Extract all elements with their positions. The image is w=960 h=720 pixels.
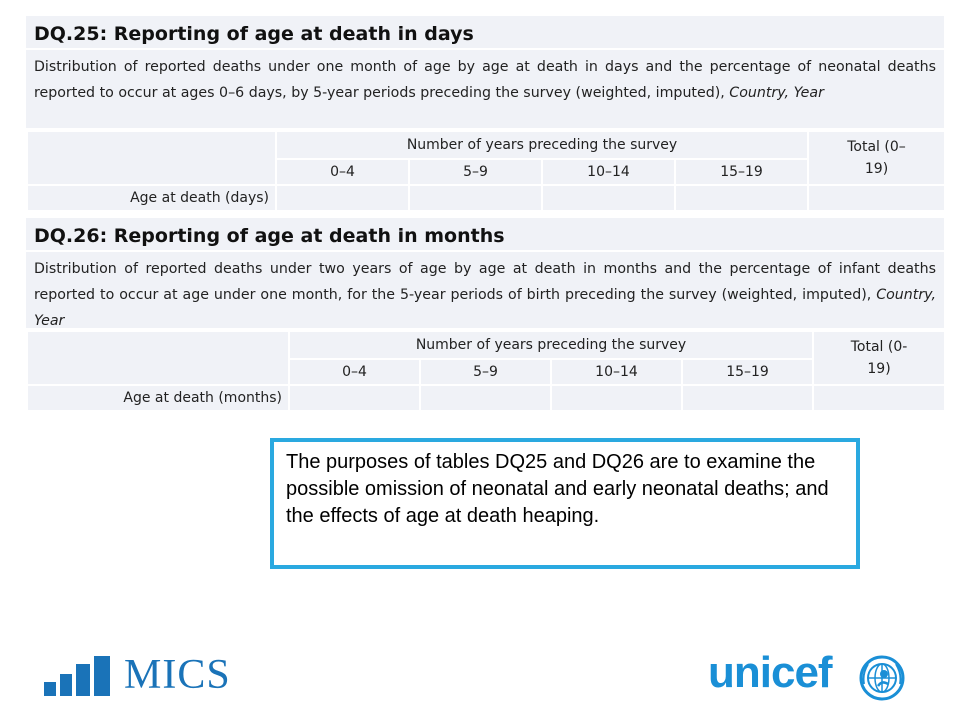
- purpose-note-text: The purposes of tables DQ25 and DQ26 are…: [286, 451, 829, 527]
- dq25-row-label: Age at death (days): [26, 184, 277, 212]
- dq26-title: DQ.26: Reporting of age at death in mont…: [26, 218, 944, 252]
- dq25-cell: [408, 184, 543, 212]
- mics-logo-text: MICS: [124, 652, 231, 698]
- dq25-header-blank: [26, 130, 277, 186]
- dq25-period-0: 0–4: [275, 158, 410, 186]
- unicef-logo: unicef: [708, 648, 918, 702]
- dq25-period-3: 15–19: [673, 158, 810, 186]
- dq26-cell: [288, 384, 421, 412]
- dq25-table: DQ.25: Reporting of age at death in days…: [26, 16, 947, 212]
- dq25-description-country-year: Country, Year: [729, 85, 824, 101]
- dq26-cell: [550, 384, 683, 412]
- dq26-total-header: Total (0-19): [812, 330, 947, 386]
- dq26-period-2: 10–14: [550, 358, 683, 386]
- dq26-period-0: 0–4: [288, 358, 421, 386]
- dq26-cell: [680, 384, 815, 412]
- mics-logo: MICS: [44, 652, 244, 698]
- dq25-period-1: 5–9: [408, 158, 543, 186]
- dq25-group-header: Number of years preceding the survey: [274, 130, 810, 160]
- unicef-globe-emblem-icon: [859, 655, 905, 701]
- dq26-row-label: Age at death (months): [26, 384, 290, 412]
- dq25-title: DQ.25: Reporting of age at death in days: [26, 16, 944, 50]
- dq26-header-blank: [26, 330, 290, 386]
- dq26-description: Distribution of reported deaths under tw…: [26, 252, 944, 330]
- dq26-period-3: 15–19: [680, 358, 815, 386]
- dq26-cell: [419, 384, 552, 412]
- dq25-cell: [673, 184, 810, 212]
- dq26-group-header: Number of years preceding the survey: [287, 330, 815, 360]
- unicef-logo-text: unicef: [708, 648, 833, 697]
- dq26-description-country-year: Country, Year: [34, 287, 936, 329]
- dq26-cell: [812, 384, 947, 412]
- dq26-grid: Number of years preceding the survey Tot…: [26, 330, 947, 412]
- dq26-total-header-text: Total (0-19): [850, 339, 908, 377]
- dq26-description-text: Distribution of reported deaths under tw…: [34, 261, 936, 303]
- purpose-note-box: The purposes of tables DQ25 and DQ26 are…: [270, 438, 860, 569]
- dq26-period-1: 5–9: [419, 358, 552, 386]
- dq25-description: Distribution of reported deaths under on…: [26, 50, 944, 130]
- dq25-total-header: Total (0–19): [807, 130, 947, 186]
- dq25-total-header-text: Total (0–19): [847, 139, 906, 177]
- dq25-cell: [807, 184, 947, 212]
- dq25-description-text: Distribution of reported deaths under on…: [34, 59, 936, 101]
- dq25-grid: Number of years preceding the survey Tot…: [26, 130, 947, 212]
- dq25-cell: [541, 184, 676, 212]
- dq26-table: DQ.26: Reporting of age at death in mont…: [26, 218, 947, 412]
- dq25-cell: [275, 184, 410, 212]
- dq25-period-2: 10–14: [541, 158, 676, 186]
